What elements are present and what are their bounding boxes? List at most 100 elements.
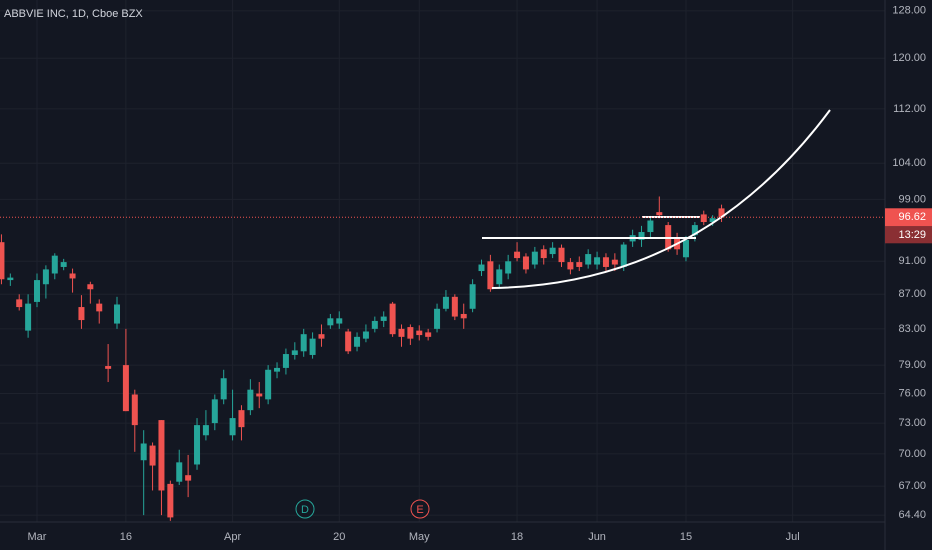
candle-body xyxy=(167,483,174,518)
chart-title: ABBVIE INC, 1D, Cboe BZX xyxy=(4,8,143,20)
candle-body xyxy=(194,425,201,465)
candle-body xyxy=(96,303,103,312)
candle-body xyxy=(594,257,601,265)
y-tick-label: 91.00 xyxy=(898,255,926,267)
candle-body xyxy=(549,247,556,255)
y-tick-label: 87.00 xyxy=(898,288,926,300)
candles xyxy=(0,196,725,521)
y-tick-label: 83.00 xyxy=(898,323,926,335)
candle-body xyxy=(434,308,441,329)
y-tick-label: 73.00 xyxy=(898,417,926,429)
event-marker[interactable]: E xyxy=(410,499,430,519)
candle-body xyxy=(291,350,298,355)
candle-body xyxy=(149,445,156,466)
candle-body xyxy=(460,313,467,319)
candle-body xyxy=(185,475,192,481)
overlay: 128.00 120.00 112.00 104.00 99.00 91.00 87.00 8… xyxy=(0,5,932,543)
y-tick-label: 76.00 xyxy=(898,387,926,399)
candle-body xyxy=(380,316,387,321)
candle-body xyxy=(202,425,209,436)
candle-body xyxy=(256,393,263,397)
candle-body xyxy=(265,369,272,400)
candle-body xyxy=(362,331,369,339)
candle-body xyxy=(451,296,458,317)
y-tick-label: 79.00 xyxy=(898,359,926,371)
candle-body xyxy=(576,262,583,267)
cup-curve xyxy=(491,109,831,289)
last-price-box xyxy=(885,208,932,227)
candle-body xyxy=(211,399,218,424)
candle-body xyxy=(522,256,529,270)
x-tick-label: 15 xyxy=(680,531,692,543)
candle-body xyxy=(514,251,521,259)
y-tick-label: 67.00 xyxy=(898,480,926,492)
candle-body xyxy=(425,332,432,337)
candle-body xyxy=(158,420,165,491)
candle-body xyxy=(282,354,289,368)
candle-body xyxy=(131,394,138,426)
x-tick-label: 20 xyxy=(333,531,345,543)
candle-body xyxy=(69,273,76,279)
candle-body xyxy=(469,284,476,309)
y-tick-label: 70.00 xyxy=(898,448,926,460)
candle-body xyxy=(87,284,94,290)
candle-body xyxy=(709,218,716,223)
candle-body xyxy=(0,242,5,280)
candle-body xyxy=(318,334,325,339)
candle-body xyxy=(34,280,40,302)
y-tick-label: 99.00 xyxy=(898,193,926,205)
countdown-label: 13:29 xyxy=(898,229,926,241)
x-tick-label: 16 xyxy=(120,531,132,543)
x-tick-label: Apr xyxy=(224,531,241,543)
x-tick-label: Jul xyxy=(786,531,800,543)
candle-body xyxy=(229,418,236,436)
candle-body xyxy=(238,410,245,428)
candle-body xyxy=(300,334,307,352)
dividend-label: D xyxy=(301,504,309,516)
y-tick-label: 120.00 xyxy=(892,52,926,64)
candle-body xyxy=(638,232,645,240)
event-marker[interactable]: D xyxy=(295,499,315,519)
candle-body xyxy=(25,303,32,331)
candle-body xyxy=(496,269,503,285)
candle-body xyxy=(327,318,334,326)
candle-body xyxy=(105,366,112,369)
earnings-label: E xyxy=(416,504,423,516)
candle-body xyxy=(336,318,343,324)
candle-body xyxy=(620,244,627,267)
candle-body xyxy=(505,261,512,274)
candle-body xyxy=(487,261,494,290)
candle-body xyxy=(7,277,14,281)
last-price-label: 96.62 xyxy=(898,211,926,223)
candle-body xyxy=(16,299,23,308)
earnings-marker[interactable] xyxy=(410,499,430,519)
candle-body xyxy=(691,225,698,236)
candle-body xyxy=(682,239,689,258)
candle-body xyxy=(114,304,121,324)
y-tick-label: 112.00 xyxy=(893,103,926,115)
candle-body xyxy=(398,328,405,337)
candle-body xyxy=(220,378,227,400)
candle-body xyxy=(274,367,281,372)
candle-body xyxy=(531,251,538,265)
candle-body xyxy=(656,212,663,216)
candle-body xyxy=(478,264,485,272)
candle-body xyxy=(176,462,183,482)
candle-body xyxy=(602,257,609,267)
candle-body xyxy=(78,307,85,321)
candle-body xyxy=(389,303,396,335)
candle-body xyxy=(247,389,254,411)
candle-body xyxy=(51,255,58,274)
candle-body xyxy=(567,262,574,270)
candle-body xyxy=(540,249,547,259)
y-tick-label: 128.00 xyxy=(892,5,926,17)
y-tick-label: 104.00 xyxy=(892,157,926,169)
candle-body xyxy=(122,365,129,412)
x-tick-label: Jun xyxy=(588,531,606,543)
x-tick-label: May xyxy=(409,531,430,543)
dividend-marker[interactable] xyxy=(295,499,315,519)
candle-body xyxy=(60,262,67,267)
x-tick-label: Mar xyxy=(28,531,47,543)
candle-body xyxy=(42,269,49,285)
